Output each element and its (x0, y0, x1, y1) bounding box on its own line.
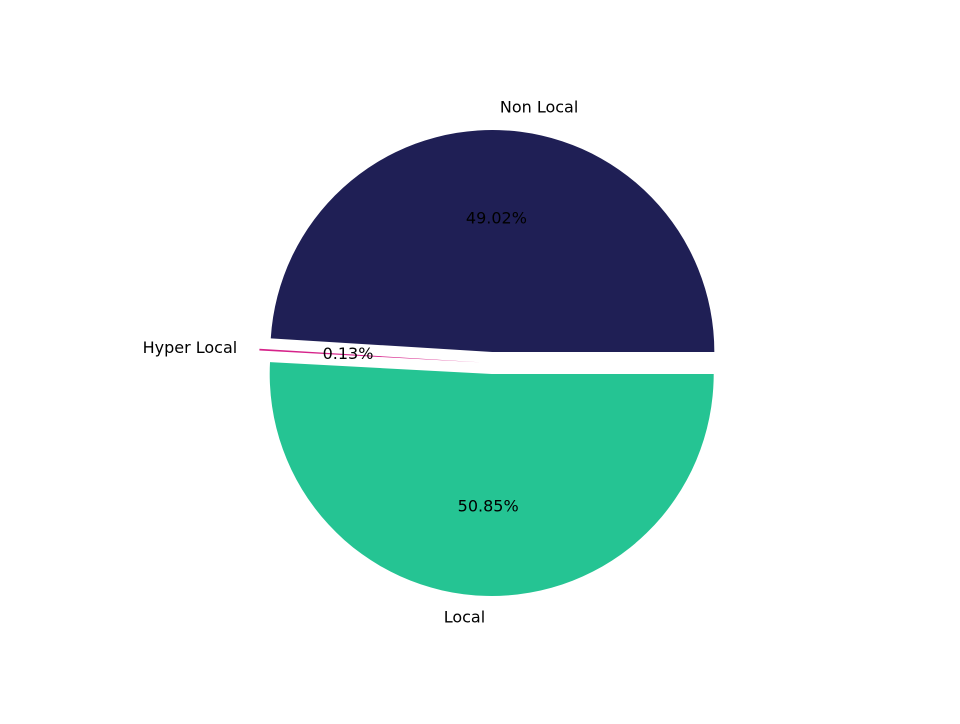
pie-slice (259, 348, 482, 363)
slice-label: Local (444, 608, 485, 627)
slice-label: Hyper Local (143, 338, 238, 357)
value-label: 50.85% (458, 497, 519, 516)
slice-label: Non Local (500, 97, 578, 116)
value-label: 49.02% (466, 208, 527, 227)
pie-slice (270, 130, 715, 353)
pie-slice (269, 362, 714, 596)
value-label: 0.13% (323, 344, 374, 363)
